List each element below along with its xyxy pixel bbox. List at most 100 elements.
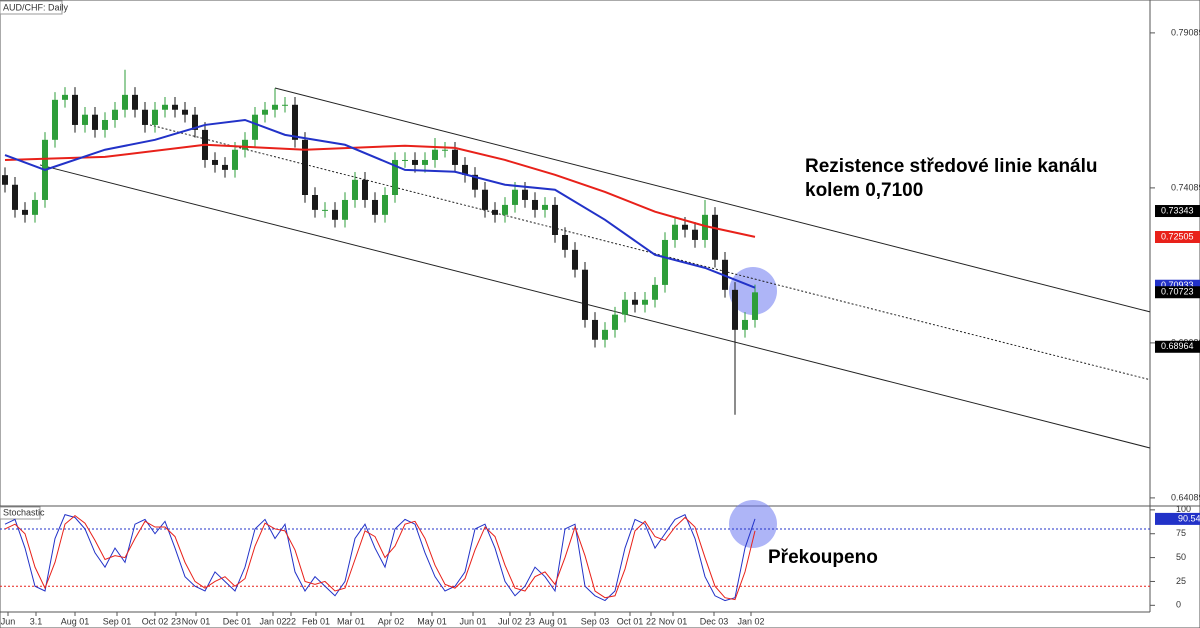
stoch-tick-label: 50 (1176, 552, 1186, 562)
price-badge-label: 0.72505 (1161, 231, 1194, 241)
candle-body (592, 319, 598, 340)
x-tick-label: Dec 01 (223, 616, 252, 626)
candle-body (352, 179, 358, 200)
x-tick-label: Jan 02 (737, 616, 764, 626)
x-tick-label: Mar 01 (337, 616, 365, 626)
price-badge-label: 0.68964 (1161, 341, 1194, 351)
y-tick-label: 0.79089 (1171, 27, 1200, 37)
candle-body (462, 164, 468, 175)
chart-title: AUD/CHF: Daily (3, 2, 69, 12)
x-tick-label: Nov 01 (659, 616, 688, 626)
x-tick-label: Jun (1, 616, 16, 626)
stoch-badge (1155, 512, 1200, 525)
x-tick-label: Oct 02 (142, 616, 169, 626)
stoch-tick-label: 0 (1176, 600, 1181, 610)
candle-body (452, 149, 458, 165)
x-tick-label: Aug 01 (539, 616, 568, 626)
candle-body (192, 114, 198, 130)
price-badge (1155, 205, 1200, 218)
candle-body (532, 199, 538, 210)
candle-body (632, 299, 638, 305)
x-tick-label: Nov 01 (182, 616, 211, 626)
candle-body (22, 209, 28, 215)
highlight-circle (729, 267, 777, 315)
candle-body (102, 119, 108, 130)
x-tick-label: Jun 01 (459, 616, 486, 626)
moving-average (4, 118, 756, 289)
candle-body (472, 174, 478, 190)
candle-body (492, 209, 498, 215)
candle-body (522, 189, 528, 200)
price-badge-label: 0.73343 (1161, 205, 1194, 215)
x-tick-label: Aug 01 (61, 616, 90, 626)
title-box (0, 0, 63, 15)
candle-body (572, 249, 578, 270)
x-tick-label: Apr 02 (378, 616, 405, 626)
stoch-line (4, 514, 756, 601)
candle-body (222, 164, 228, 170)
candle-body (302, 139, 308, 195)
candle-body (312, 194, 318, 210)
channel-line (274, 87, 1151, 313)
candle-body (2, 175, 8, 185)
x-tick-label: Sep 01 (103, 616, 132, 626)
candle-body (142, 109, 148, 125)
x-tick-label: Feb 01 (302, 616, 330, 626)
stoch-title-box (0, 506, 41, 520)
candle-body (362, 179, 368, 200)
candle-body (602, 329, 608, 340)
candle-body (442, 149, 448, 151)
candle-body (242, 139, 248, 150)
candle-body (332, 209, 338, 220)
price-badge (1155, 286, 1200, 299)
candle-body (732, 289, 738, 330)
candle-body (652, 284, 658, 300)
candle-body (692, 229, 698, 240)
candle-body (392, 159, 398, 195)
price-badge-label: 0.70933 (1161, 280, 1194, 290)
candle-body (212, 159, 218, 165)
stoch-title: Stochastic (3, 507, 45, 517)
candle-body (672, 224, 678, 240)
candle-body (662, 239, 668, 285)
channel-line (39, 164, 1151, 449)
price-badge (1155, 230, 1200, 243)
candle-body (372, 199, 378, 215)
x-tick-label: Jul 02 (498, 616, 522, 626)
moving-average (4, 143, 756, 238)
candle-body (182, 109, 188, 115)
candle-body (262, 109, 268, 115)
candle-body (582, 269, 588, 320)
stoch-tick-label: 25 (1176, 576, 1186, 586)
candle-body (682, 224, 688, 230)
candle-body (612, 314, 618, 330)
price-badge (1155, 340, 1200, 353)
candle-body (742, 319, 748, 330)
candle-body (542, 204, 548, 210)
x-tick-label: 23 (171, 616, 181, 626)
candle-body (712, 214, 718, 260)
candle-body (482, 189, 488, 210)
candle-body (52, 99, 58, 140)
candle-body (72, 94, 78, 125)
annotation: Rezistence středové linie kanálu (805, 156, 1098, 177)
candle-body (432, 149, 438, 160)
candle-body (702, 214, 708, 240)
stoch-tick-label: 100 (1176, 504, 1191, 514)
y-tick-label: 0.64089 (1171, 492, 1200, 502)
candle-body (412, 159, 418, 165)
candle-body (132, 94, 138, 110)
candle-body (272, 104, 278, 110)
candle-body (232, 149, 238, 170)
y-tick-label: 0.74089 (1171, 182, 1200, 192)
candle-body (562, 234, 568, 250)
price-badge-label: 0.70723 (1161, 287, 1194, 297)
candle-body (502, 204, 508, 215)
candle-body (12, 184, 18, 210)
candle-body (752, 292, 758, 320)
candle-body (642, 299, 648, 305)
candle-body (292, 104, 298, 140)
candle-body (82, 114, 88, 125)
candle-body (422, 159, 428, 165)
